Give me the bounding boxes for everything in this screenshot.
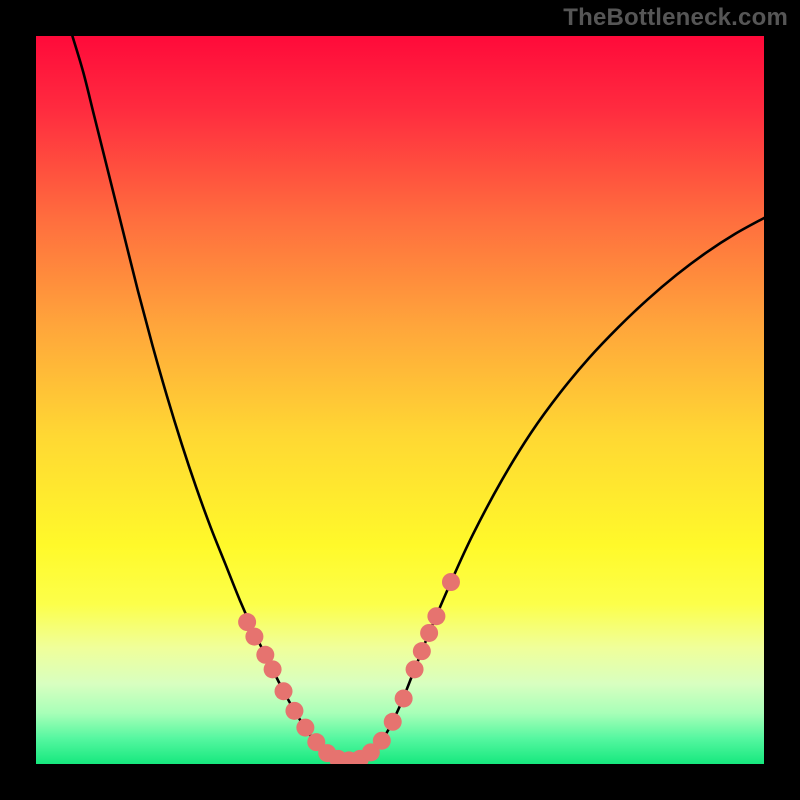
marker-dot	[406, 660, 424, 678]
watermark-label: TheBottleneck.com	[563, 4, 788, 32]
marker-dot	[373, 732, 391, 750]
marker-dot	[245, 628, 263, 646]
marker-dot	[384, 713, 402, 731]
marker-dot	[442, 573, 460, 591]
bottleneck-chart	[0, 0, 800, 800]
chart-frame: TheBottleneck.com	[0, 0, 800, 800]
marker-dot	[285, 702, 303, 720]
gradient-background	[36, 36, 764, 764]
marker-dot	[264, 660, 282, 678]
marker-dot	[413, 642, 431, 660]
marker-dot	[427, 607, 445, 625]
marker-dot	[296, 719, 314, 737]
marker-dot	[395, 689, 413, 707]
marker-dot	[420, 624, 438, 642]
marker-dot	[275, 682, 293, 700]
